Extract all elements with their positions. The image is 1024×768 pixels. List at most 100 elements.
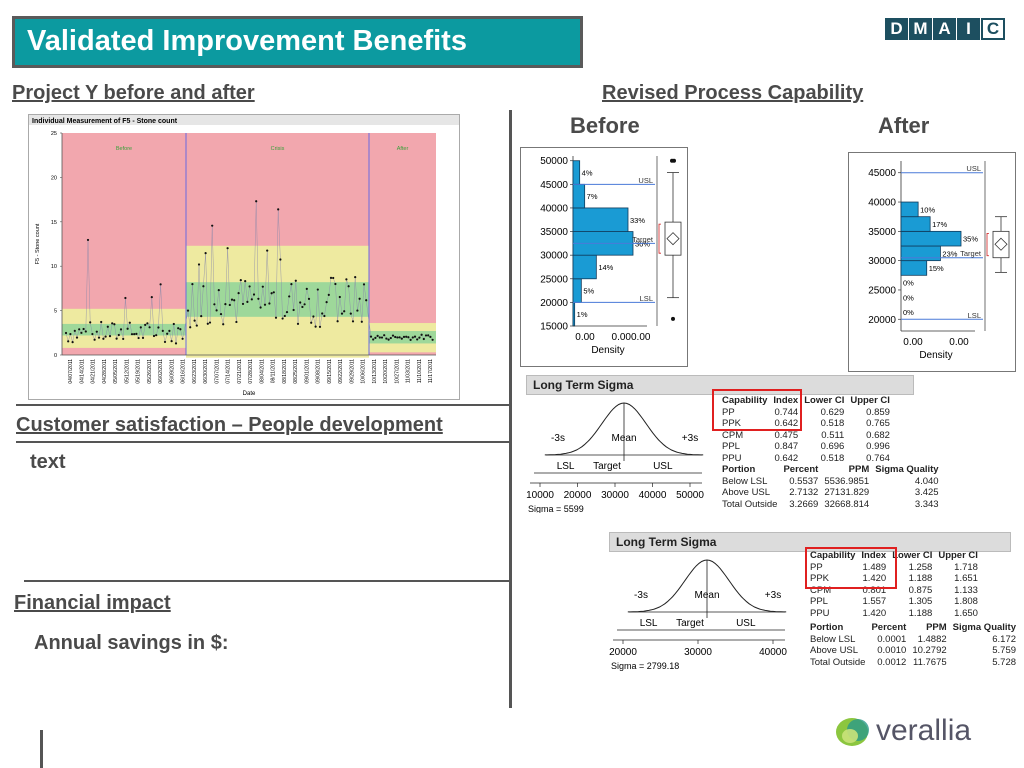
curve-label-minus3s: -3s: [551, 433, 565, 444]
sigma-before-curve: -3s Mean +3s LSL Target USL 10000 20000 30000 400…: [526, 402, 704, 513]
cap-before-header-0: Capability: [722, 395, 768, 406]
port-after-cell: 1.4882: [917, 633, 947, 645]
hist-y-tick-7: 50000: [540, 156, 568, 167]
data-point: [146, 322, 149, 325]
x-tick-13: 07/07/2011: [214, 359, 220, 384]
hist-pct-4: 23%: [942, 249, 957, 258]
x-tick-17: 08/04/2011: [259, 359, 265, 384]
curve-x-tick-1: 20000: [564, 490, 592, 501]
y-tick-4: 20: [51, 175, 57, 181]
cap-after-cell: 1.305: [908, 596, 933, 607]
data-point: [213, 303, 216, 306]
data-point: [78, 328, 81, 331]
before-label: Before: [570, 113, 640, 138]
data-point: [80, 331, 83, 334]
port-after-header-3: Sigma Quality: [952, 622, 1017, 633]
cap-before-cell: PPU: [722, 452, 742, 464]
phase-label-2: After: [397, 146, 409, 152]
x-tick-23: 09/15/2011: [327, 359, 333, 384]
hist-y-tick-0: 15000: [540, 322, 568, 333]
data-point: [305, 287, 308, 290]
outlier-point: [670, 158, 674, 163]
box-plot: [664, 221, 682, 256]
data-point: [115, 337, 118, 340]
hist-pct-7: 10%: [920, 205, 935, 214]
data-point: [294, 279, 297, 282]
x-tick-24: 09/22/2011: [338, 359, 344, 384]
x-tick-31: 11/10/2011: [417, 359, 423, 384]
spec-label-target: Target: [632, 235, 654, 244]
port-before-cell: 2.7132: [789, 487, 819, 498]
x-tick-15: 07/21/2011: [237, 359, 243, 384]
data-point: [407, 336, 410, 339]
cap-before-cell: 0.682: [866, 429, 890, 441]
data-point: [259, 306, 262, 309]
table-row: Above USL 2.7132 27131.829 3.425: [719, 487, 942, 499]
x-tick-19: 08/18/2011: [282, 359, 288, 384]
y-axis-label: F5 - Stone count: [35, 223, 41, 264]
cap-before-cell: 0.518: [820, 452, 845, 464]
data-point: [104, 335, 107, 338]
x-tick-28: 10/20/2011: [383, 359, 389, 384]
x-tick-3: 04/28/2011: [102, 359, 108, 384]
project-heading: Project Y before and after: [12, 82, 255, 104]
cap-after-header-3: Upper CI: [938, 550, 978, 561]
table-row: PP 0.744 0.629 0.859: [719, 407, 893, 419]
data-point: [179, 328, 182, 331]
box-plot: [992, 230, 1010, 259]
hist-pct-5: 35%: [963, 235, 978, 244]
highlight-before: [712, 389, 802, 431]
before-center-band: [62, 323, 186, 336]
hist-y-tick-4: 40000: [868, 198, 896, 209]
data-point: [316, 288, 319, 291]
port-after-cell: 6.172: [992, 633, 1017, 645]
data-point: [376, 334, 379, 337]
port-after-cell: 0.0001: [877, 633, 907, 645]
data-point: [168, 329, 171, 332]
hist-pct-2: 0%: [903, 279, 914, 288]
sigma-after-curve: -3s Mean +3s LSL Target USL 20000 30000 40000 Sig…: [609, 559, 787, 671]
hist-pct-1: 5%: [583, 287, 594, 296]
data-point: [389, 336, 392, 340]
data-point: [325, 301, 328, 304]
data-point: [204, 251, 207, 255]
data-point: [200, 314, 203, 318]
cap-after-header-1: Index: [861, 550, 887, 561]
data-point: [343, 310, 346, 313]
hist-bar-4: [900, 245, 941, 262]
mean-diamond-icon: [994, 237, 1008, 251]
after-center-band: [369, 331, 436, 344]
port-before-cell: 32668.814: [824, 498, 870, 510]
curve-label-usl: USL: [653, 461, 673, 472]
data-point: [303, 303, 306, 306]
data-point: [274, 316, 278, 319]
spec-label-usl: USL: [638, 176, 653, 185]
cap-before-cell: PP: [722, 406, 735, 418]
x-tick-25: 09/29/2011: [349, 359, 355, 384]
y-tick-0: 0: [54, 353, 57, 359]
data-point: [427, 334, 430, 337]
data-point: [130, 333, 134, 336]
dmaic-d: D: [885, 18, 909, 40]
data-point: [338, 295, 341, 299]
hist-bar-1: [572, 278, 582, 303]
hist-x-tick-0: 0.00: [575, 332, 595, 343]
customer-text: text: [30, 451, 66, 473]
data-point: [106, 325, 109, 328]
table-row: PPU 0.642 0.518 0.764: [719, 453, 893, 465]
portion-table-before: Portion Percent PPM Sigma Quality Below LSL 0…: [719, 464, 942, 510]
hist-y-tick-5: 45000: [868, 168, 896, 179]
data-point: [321, 312, 324, 315]
page-title: Validated Improvement Benefits: [12, 16, 583, 68]
port-before-cell: 3.425: [914, 487, 939, 498]
data-point: [255, 200, 258, 203]
x-tick-4: 05/05/2011: [113, 359, 119, 384]
port-before-header-3: Sigma Quality: [875, 464, 939, 475]
data-point: [75, 336, 79, 339]
hist-x-label: Density: [919, 350, 952, 361]
hist-pct-4: 33%: [630, 216, 645, 225]
data-point: [163, 340, 167, 344]
footer-mark: [40, 730, 43, 768]
cap-before-cell: PPL: [722, 441, 740, 452]
port-after-cell: Above USL: [810, 645, 859, 656]
